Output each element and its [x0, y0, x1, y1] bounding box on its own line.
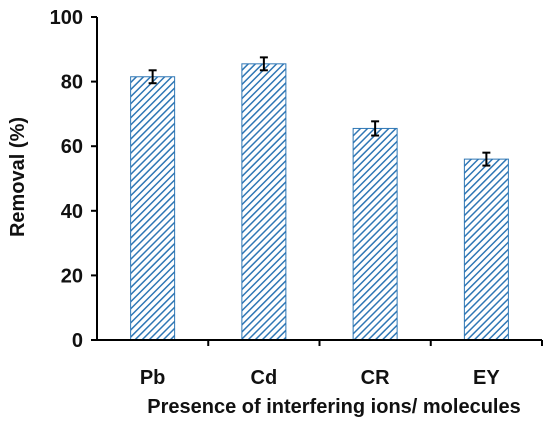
- error-bar-cr: [371, 120, 380, 137]
- error-bars-layer: [148, 56, 491, 167]
- y-tick-label-0: 0: [72, 330, 83, 352]
- y-tick-labels: 0 20 40 60 80 100: [50, 7, 83, 352]
- x-axis-label: Presence of interfering ions/ molecules: [147, 396, 520, 418]
- x-tick-labels: Pb Cd CR EY: [140, 367, 501, 389]
- y-tick-label-20: 20: [61, 265, 83, 287]
- x-tick-label-ey: EY: [473, 367, 500, 389]
- error-bar-pb: [148, 69, 157, 85]
- x-tick-label-pb: Pb: [140, 367, 166, 389]
- y-axis-label: Removal (%): [7, 117, 29, 237]
- bars-layer: [130, 63, 509, 341]
- x-tick-label-cr: CR: [361, 367, 390, 389]
- axes-layer: [91, 16, 543, 346]
- y-tick-label-60: 60: [61, 136, 83, 158]
- y-tick-label-80: 80: [61, 72, 83, 94]
- bar-ey: [463, 158, 509, 341]
- bar-pb: [130, 76, 176, 341]
- y-tick-label-40: 40: [61, 201, 83, 223]
- y-tick-label-100: 100: [50, 7, 83, 29]
- bar-cd: [241, 63, 287, 341]
- error-bar-ey: [482, 151, 491, 167]
- x-tick-label-cd: Cd: [251, 367, 278, 389]
- error-bar-cd: [259, 56, 268, 72]
- bar-cr: [352, 127, 398, 341]
